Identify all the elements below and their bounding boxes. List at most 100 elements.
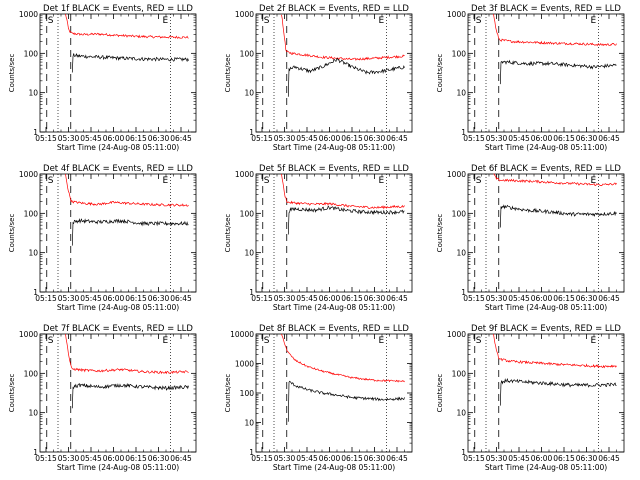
x-tick-label: 06:30 [364,454,386,463]
end-marker: E [591,336,597,346]
start-marker: S [48,336,54,346]
start-marker: S [476,176,482,186]
x-tick-label: 06:15 [125,454,147,463]
plot-frame [255,13,413,133]
y-tick-label: 1 [33,448,38,457]
x-tick-label: 06:00 [531,134,553,143]
start-marker: S [476,336,482,346]
events-trace [71,218,189,246]
plot-frame [39,13,197,133]
y-tick-label: 10 [28,409,38,418]
x-tick-label: 06:15 [125,134,147,143]
end-marker: E [379,176,385,186]
y-tick-label: 100 [452,369,467,378]
y-tick-label: 1000 [19,170,38,179]
x-tick-label: 05:15 [35,294,57,303]
x-tick-label: 06:30 [576,454,598,463]
x-tick-label: 05:45 [296,454,318,463]
x-tick-label: 05:45 [80,454,102,463]
y-tick-label: 100 [24,369,39,378]
y-tick-label: 100 [452,49,467,58]
x-tick-label: 06:30 [576,294,598,303]
panel-title: Det 6f BLACK = Events, RED = LLD [471,164,621,174]
x-tick-label: 05:45 [80,134,102,143]
events-trace [287,58,405,97]
x-tick-label: 05:15 [463,134,485,143]
end-marker: E [591,16,597,26]
y-axis-label: Counts/sec [8,374,16,413]
x-tick-label: 06:00 [103,454,125,463]
y-tick-label: 1 [33,128,38,137]
y-tick-label: 1000 [447,330,466,339]
plot-frame [39,333,197,453]
y-tick-label: 1000 [19,10,38,19]
start-marker: S [48,176,54,186]
y-tick-label: 10 [456,89,466,98]
x-tick-label: 06:00 [319,294,341,303]
x-tick-label: 06:30 [364,294,386,303]
x-tick-label: 05:30 [58,294,80,303]
x-tick-label: 05:30 [58,454,80,463]
panel-title: Det 5f BLACK = Events, RED = LLD [259,164,409,174]
x-tick-label: 05:45 [296,134,318,143]
end-marker: E [163,16,169,26]
panel-title: Det 1f BLACK = Events, RED = LLD [43,4,193,14]
y-tick-label: 10 [244,419,254,428]
x-tick-label: 05:15 [251,294,273,303]
end-marker: E [591,176,597,186]
y-tick-label: 1 [249,448,254,457]
x-tick-label: 06:00 [103,294,125,303]
events-trace [287,380,405,422]
start-marker: S [264,16,270,26]
x-axis-label: Start Time (24-Aug-08 05:11:00) [485,303,607,312]
y-axis-label: Counts/sec [224,54,232,93]
x-axis-label: Start Time (24-Aug-08 05:11:00) [57,463,179,472]
events-trace [71,53,189,73]
end-marker: E [163,336,169,346]
plot-frame [255,173,413,293]
lld-trace [493,13,617,47]
x-tick-label: 06:15 [553,134,575,143]
x-tick-label: 06:30 [364,134,386,143]
panel-title: Det 7f BLACK = Events, RED = LLD [43,324,193,334]
x-tick-label: 05:30 [274,294,296,303]
lld-trace [493,173,617,187]
x-tick-label: 06:45 [386,454,408,463]
x-tick-label: 06:30 [576,134,598,143]
events-trace [499,377,617,406]
lld-trace [65,173,189,207]
lld-trace [281,333,405,383]
y-axis-label: Counts/sec [436,54,444,93]
x-tick-label: 06:45 [170,454,192,463]
events-trace [287,205,405,235]
plot-frame [467,173,625,293]
panel-title: Det 2f BLACK = Events, RED = LLD [259,4,409,14]
x-tick-label: 06:00 [531,294,553,303]
plot-frame [39,173,197,293]
x-tick-label: 06:00 [531,454,553,463]
y-tick-label: 1000 [447,170,466,179]
x-tick-label: 05:45 [508,134,530,143]
x-tick-label: 05:45 [80,294,102,303]
panel-title: Det 4f BLACK = Events, RED = LLD [43,164,193,174]
lld-trace [281,173,405,210]
x-tick-label: 06:15 [341,134,363,143]
y-tick-label: 100 [240,389,255,398]
x-tick-label: 06:45 [386,294,408,303]
lld-trace [281,14,405,61]
x-tick-label: 06:45 [598,454,620,463]
x-tick-label: 06:15 [341,294,363,303]
y-tick-label: 1 [461,288,466,297]
end-marker: E [163,176,169,186]
lld-trace [65,333,189,375]
y-tick-label: 100 [24,49,39,58]
start-marker: S [264,336,270,346]
x-tick-label: 05:30 [274,134,296,143]
y-tick-label: 1 [33,288,38,297]
panel-title: Det 3f BLACK = Events, RED = LLD [471,4,621,14]
x-tick-label: 06:00 [319,454,341,463]
x-tick-label: 05:15 [463,454,485,463]
y-tick-label: 100 [240,209,255,218]
y-tick-label: 1 [461,128,466,137]
